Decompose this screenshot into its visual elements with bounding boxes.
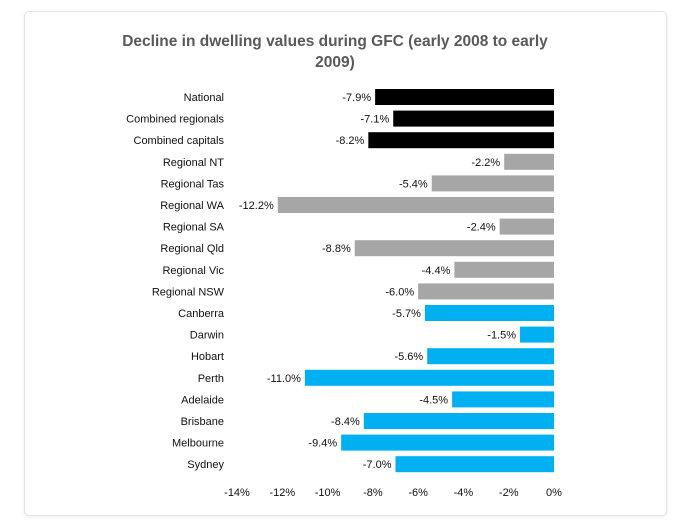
category-label: Adelaide	[181, 394, 224, 406]
x-tick-label: 0%	[546, 487, 562, 499]
category-label: Combined capitals	[134, 135, 225, 147]
bar	[452, 391, 554, 408]
bar	[418, 283, 554, 300]
category-label: Regional Tas	[161, 178, 225, 190]
category-label: Hobart	[191, 351, 224, 363]
bar	[431, 175, 554, 192]
data-label: -4.4%	[422, 265, 451, 277]
bar	[395, 456, 554, 473]
data-label: -4.5%	[419, 394, 448, 406]
category-label: Brisbane	[181, 416, 224, 428]
bar	[504, 153, 554, 170]
bar	[424, 305, 554, 321]
data-label: -8.2%	[336, 135, 365, 147]
category-label: Combined regionals	[126, 114, 224, 126]
x-tick-label: -4%	[454, 487, 474, 499]
x-tick-label: -12%	[269, 487, 295, 499]
bar	[354, 240, 554, 257]
x-tick-label: -10%	[315, 487, 341, 499]
x-tick-label: -8%	[363, 487, 383, 499]
bar	[368, 132, 554, 149]
data-label: -12.2%	[239, 200, 274, 212]
bar	[499, 218, 554, 235]
data-label: -6.0%	[385, 286, 414, 298]
bar	[454, 261, 554, 278]
chart-title: Decline in dwelling values during GFC (e…	[122, 33, 548, 71]
category-label: Regional SA	[163, 222, 225, 234]
category-label: Perth	[198, 373, 224, 385]
category-label: Sydney	[187, 459, 224, 471]
category-label: Melbourne	[172, 438, 224, 450]
category-label: Regional Qld	[160, 243, 224, 255]
data-label: -2.4%	[467, 222, 496, 234]
data-label: -5.4%	[399, 178, 428, 190]
chart-frame	[24, 11, 667, 516]
data-label: -1.5%	[487, 330, 516, 342]
bar	[277, 197, 554, 213]
bar	[363, 413, 554, 429]
bar	[520, 326, 554, 343]
data-label: -8.8%	[322, 243, 351, 255]
category-label: Regional Vic	[162, 265, 224, 277]
bar	[427, 348, 554, 365]
data-label: -5.6%	[394, 351, 423, 363]
category-label: Regional WA	[160, 200, 224, 212]
x-tick-label: -14%	[224, 487, 250, 499]
x-tick-label: -2%	[499, 487, 519, 499]
data-label: -9.4%	[308, 438, 337, 450]
category-label: Darwin	[190, 330, 224, 342]
data-label: -5.7%	[392, 308, 421, 320]
category-label: National	[184, 92, 224, 104]
data-label: -7.0%	[363, 459, 392, 471]
data-label: -7.1%	[360, 114, 389, 126]
bar	[304, 369, 554, 386]
bar	[341, 434, 554, 451]
bar	[375, 89, 554, 105]
x-tick-label: -6%	[408, 487, 428, 499]
category-label: Regional NT	[163, 157, 224, 169]
category-label: Canberra	[178, 308, 225, 320]
category-label: Regional NSW	[152, 286, 225, 298]
data-label: -8.4%	[331, 416, 360, 428]
bar	[393, 110, 554, 127]
data-label: -11.0%	[267, 373, 301, 385]
data-label: -2.2%	[471, 157, 500, 169]
data-label: -7.9%	[342, 92, 371, 104]
